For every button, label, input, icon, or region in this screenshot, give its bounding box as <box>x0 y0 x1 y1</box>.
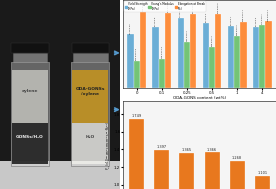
Bar <box>72 123 108 164</box>
Text: GONSs/H₂O: GONSs/H₂O <box>16 135 44 139</box>
Bar <box>134 61 140 88</box>
Bar <box>259 25 265 88</box>
Text: 1.749: 1.749 <box>132 114 142 118</box>
Bar <box>72 70 108 123</box>
Bar <box>215 14 221 88</box>
Text: 557.4±6.4: 557.4±6.4 <box>193 1 194 13</box>
Bar <box>234 36 240 88</box>
Bar <box>140 12 146 88</box>
Bar <box>240 22 246 88</box>
Bar <box>165 13 171 88</box>
Bar <box>11 62 49 166</box>
Text: 15.3±0.5: 15.3±0.5 <box>255 16 256 26</box>
Text: 308.6±5.4: 308.6±5.4 <box>211 34 213 46</box>
Bar <box>71 43 109 53</box>
Bar <box>177 18 184 88</box>
Text: 471.4±9.7: 471.4±9.7 <box>262 13 263 24</box>
Text: 1.397: 1.397 <box>157 145 167 149</box>
Bar <box>13 53 47 62</box>
Bar <box>253 27 259 88</box>
Bar <box>0 161 120 189</box>
Bar <box>255 176 270 189</box>
Bar <box>179 153 195 189</box>
Bar <box>190 14 196 88</box>
Text: 1.365: 1.365 <box>182 148 192 152</box>
Text: 16.3±0.4: 16.3±0.4 <box>205 12 206 22</box>
Text: ODA-GONSs
/xylene: ODA-GONSs /xylene <box>75 87 105 96</box>
Bar <box>152 27 159 88</box>
Text: 218.4±14.5: 218.4±14.5 <box>161 45 162 58</box>
Bar <box>203 23 209 88</box>
Bar <box>230 161 245 189</box>
Text: 15.5±0.7: 15.5±0.7 <box>230 15 231 25</box>
Y-axis label: $P_{O_2}$($\times$10$^{-14}$cm$^3$$\cdot$cm$\cdot$cm$^{-2}$$\cdot$s$^{-1}$$\cdot: $P_{O_2}$($\times$10$^{-14}$cm$^3$$\cdot… <box>104 120 113 170</box>
Bar <box>12 70 48 123</box>
Bar <box>11 62 49 166</box>
Text: 17.6±0.5: 17.6±0.5 <box>180 7 181 17</box>
Bar <box>159 59 165 88</box>
X-axis label: ODA-GONS content (wt%): ODA-GONS content (wt%) <box>173 96 226 100</box>
Bar <box>73 53 108 62</box>
Text: xylene: xylene <box>22 89 38 94</box>
Text: 13.4±0.62: 13.4±0.62 <box>130 22 131 34</box>
Text: 1.366: 1.366 <box>207 148 217 152</box>
Text: 15.2±0.8: 15.2±0.8 <box>155 16 156 26</box>
Text: 498.6±18.7: 498.6±18.7 <box>268 8 269 21</box>
Bar <box>127 34 134 88</box>
Text: 498.4±10.7: 498.4±10.7 <box>243 8 244 21</box>
Text: 568.6±8.6: 568.6±8.6 <box>142 0 144 11</box>
Text: 560.8±8.6: 560.8±8.6 <box>168 1 169 12</box>
Bar <box>12 123 48 164</box>
Text: 200.5±15.8: 200.5±15.8 <box>136 47 137 60</box>
Bar <box>184 42 190 88</box>
Text: 1.268: 1.268 <box>232 156 242 160</box>
Bar <box>154 150 169 189</box>
Bar <box>71 62 109 166</box>
Legend: Yield Strength
(MPa), Young's Modulus
(MPa), Elongation at Break
(%): Yield Strength (MPa), Young's Modulus (M… <box>124 1 206 12</box>
Bar <box>129 119 144 189</box>
Text: 1.101: 1.101 <box>257 171 267 175</box>
Bar <box>205 153 219 189</box>
Text: 553.8±5.6: 553.8±5.6 <box>218 2 219 13</box>
Bar <box>11 43 49 53</box>
Text: 388.8±9.3: 388.8±9.3 <box>237 24 238 35</box>
Bar <box>265 22 272 88</box>
Bar <box>228 26 234 88</box>
Bar <box>71 62 109 166</box>
Bar <box>209 47 215 88</box>
Text: H₂O: H₂O <box>86 135 95 139</box>
